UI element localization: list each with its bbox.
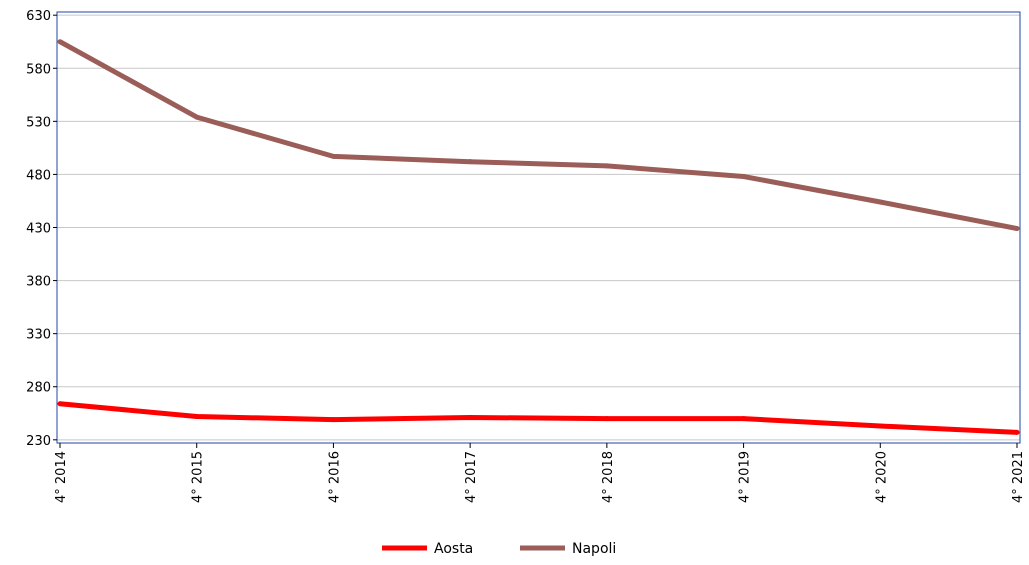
data-point-aosta (877, 423, 883, 429)
data-point-aosta (741, 416, 747, 422)
x-axis-ticks: 4° 2014 4° 2015 4° 2016 4° 2017 4° 2018 4° 20… (54, 443, 1026, 503)
x-tick-label: 4° 2015 (191, 451, 206, 503)
legend-label-aosta: Aosta (434, 541, 473, 557)
x-tick-label: 4° 2020 (874, 451, 889, 503)
data-point-aosta (467, 415, 473, 421)
x-tick-label: 4° 2017 (464, 451, 479, 503)
series-line-napoli (58, 39, 1018, 232)
y-tick-label: 480 (26, 168, 51, 183)
data-point-aosta (330, 417, 336, 423)
y-tick-label: 530 (26, 115, 51, 130)
data-point-napoli (741, 174, 747, 180)
data-point-aosta (57, 401, 63, 407)
y-tick-label: 380 (26, 275, 51, 290)
x-tick-label: 4° 2016 (327, 451, 342, 503)
x-tick-label: 4° 2014 (54, 451, 69, 503)
x-tick-label: 4° 2021 (1011, 451, 1026, 503)
series-line-aosta (59, 401, 1018, 435)
data-point-napoli (57, 39, 63, 45)
x-tick-label: 4° 2018 (601, 451, 616, 503)
data-point-napoli (1014, 226, 1020, 232)
data-point-napoli (877, 199, 883, 205)
legend: Aosta Napoli (382, 541, 616, 557)
gridlines (57, 14, 1020, 441)
y-tick-label: 280 (26, 381, 51, 396)
y-tick-label: 430 (26, 222, 51, 237)
data-point-napoli (467, 159, 473, 165)
y-tick-label: 330 (26, 328, 51, 343)
x-tick-label: 4° 2019 (738, 451, 753, 503)
data-point-napoli (194, 114, 200, 120)
legend-label-napoli: Napoli (572, 541, 616, 557)
data-point-aosta (194, 413, 200, 419)
y-tick-label: 580 (26, 62, 51, 77)
data-point-aosta (604, 416, 610, 422)
y-tick-label: 630 (26, 9, 51, 24)
y-axis-ticks: 230 280 330 380 430 480 530 580 630 (26, 9, 57, 449)
series-lines (57, 39, 1020, 435)
data-point-napoli (604, 163, 610, 169)
data-point-napoli (330, 153, 336, 159)
y-tick-label: 230 (26, 434, 51, 449)
data-point-aosta (1014, 429, 1020, 435)
